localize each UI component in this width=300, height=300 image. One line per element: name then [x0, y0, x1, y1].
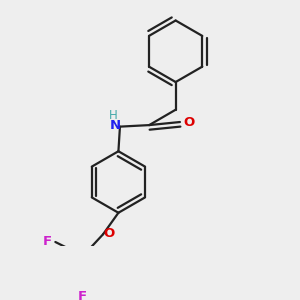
Text: O: O: [183, 116, 194, 128]
Text: F: F: [78, 290, 87, 300]
Text: N: N: [109, 119, 121, 132]
Text: O: O: [103, 226, 115, 239]
Text: F: F: [43, 236, 52, 248]
Text: H: H: [109, 109, 118, 122]
